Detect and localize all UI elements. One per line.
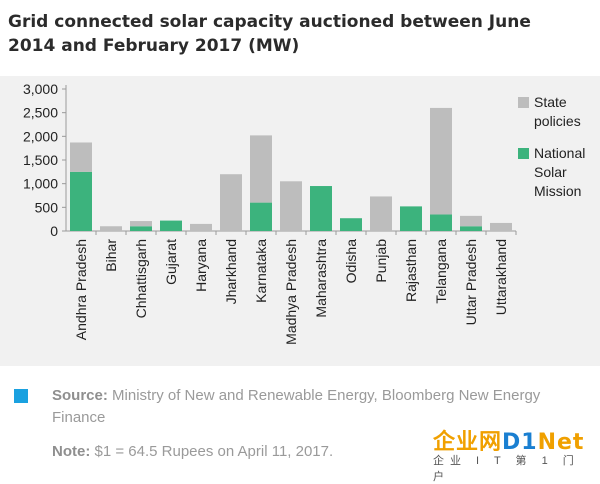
x-tick-label: Chhattisgarh <box>133 239 149 318</box>
bar-state-policies <box>430 107 452 215</box>
bar-state-policies <box>100 226 122 231</box>
bar-national-solar-mission <box>70 171 92 231</box>
bar-national-solar-mission <box>160 220 182 231</box>
x-tick-label: Telangana <box>433 239 449 304</box>
x-tick-label: Uttar Pradesh <box>463 239 479 325</box>
x-tick-label: Karnataka <box>253 239 269 303</box>
x-tick-label: Bihar <box>103 239 119 272</box>
bar-state-policies <box>460 215 482 227</box>
x-tick-label: Maharashtra <box>313 239 329 318</box>
source-marker-icon <box>14 389 28 403</box>
bar-national-solar-mission <box>250 202 272 231</box>
watermark-net: Net <box>537 430 585 455</box>
bar-state-policies <box>70 142 92 172</box>
chart-area: 0 500 1,000 1,500 2,000 2,500 3,000 Andhra Prad… <box>0 76 600 366</box>
bar-national-solar-mission <box>460 226 482 231</box>
legend-swatch <box>518 148 529 159</box>
bar-state-policies <box>220 174 242 231</box>
y-tick-label: 1,500 <box>23 152 58 168</box>
stacked-bar-chart: 0 500 1,000 1,500 2,000 2,500 3,000 Andhra Prad… <box>23 81 585 345</box>
bar-national-solar-mission <box>340 218 362 231</box>
bar-national-solar-mission <box>130 226 152 231</box>
x-tick-label: Gujarat <box>163 239 179 285</box>
source-value: Ministry of New and Renewable Energy, Bl… <box>52 387 541 426</box>
y-tick-label: 2,500 <box>23 105 58 121</box>
legend-label: policies <box>534 113 581 129</box>
bar-state-policies <box>370 196 392 231</box>
y-tick-label: 500 <box>35 199 59 215</box>
legend-label: National <box>534 145 585 161</box>
note-value: $1 = 64.5 Rupees on April 11, 2017. <box>94 443 334 460</box>
x-tick-label: Jharkhand <box>223 239 239 304</box>
x-tick-label: Rajasthan <box>403 239 419 302</box>
bar-state-policies <box>190 223 212 231</box>
legend-label: Solar <box>534 164 567 180</box>
bar-national-solar-mission <box>430 214 452 231</box>
watermark-d1: D1 <box>502 430 538 455</box>
chart-title: Grid connected solar capacity auctioned … <box>8 12 531 56</box>
y-tick-label: 2,000 <box>23 128 58 144</box>
x-tick-label: Odisha <box>343 239 359 284</box>
x-tick-label: Haryana <box>193 239 209 292</box>
legend-swatch <box>518 97 529 108</box>
bar-state-policies <box>490 222 512 231</box>
legend-label: Mission <box>534 183 581 199</box>
y-tick-label: 1,000 <box>23 176 58 192</box>
x-tick-label: Madhya Pradesh <box>283 239 299 345</box>
watermark-sub: 企业 I T 第 1 门户 <box>433 455 580 483</box>
watermark-logo: 企业网D1Net 企业 I T 第 1 门户 <box>433 424 593 483</box>
bar-state-policies <box>280 181 302 231</box>
bar-state-policies <box>130 221 152 227</box>
y-tick-label: 3,000 <box>23 81 58 97</box>
note-text: Note: $1 = 64.5 Rupees on April 11, 2017… <box>52 443 333 460</box>
bar-national-solar-mission <box>310 186 332 231</box>
x-tick-label: Uttarakhand <box>493 239 509 315</box>
note-label: Note: <box>52 443 91 460</box>
legend-label: State <box>534 94 567 110</box>
source-text: Source: Ministry of New and Renewable En… <box>52 385 562 429</box>
x-tick-label: Andhra Pradesh <box>73 239 89 340</box>
x-tick-label: Punjab <box>373 239 389 283</box>
bar-national-solar-mission <box>400 206 422 231</box>
bar-state-policies <box>250 135 272 203</box>
watermark-cn: 企业网 <box>433 430 503 455</box>
y-tick-label: 0 <box>50 223 58 239</box>
source-label: Source: <box>52 387 108 404</box>
